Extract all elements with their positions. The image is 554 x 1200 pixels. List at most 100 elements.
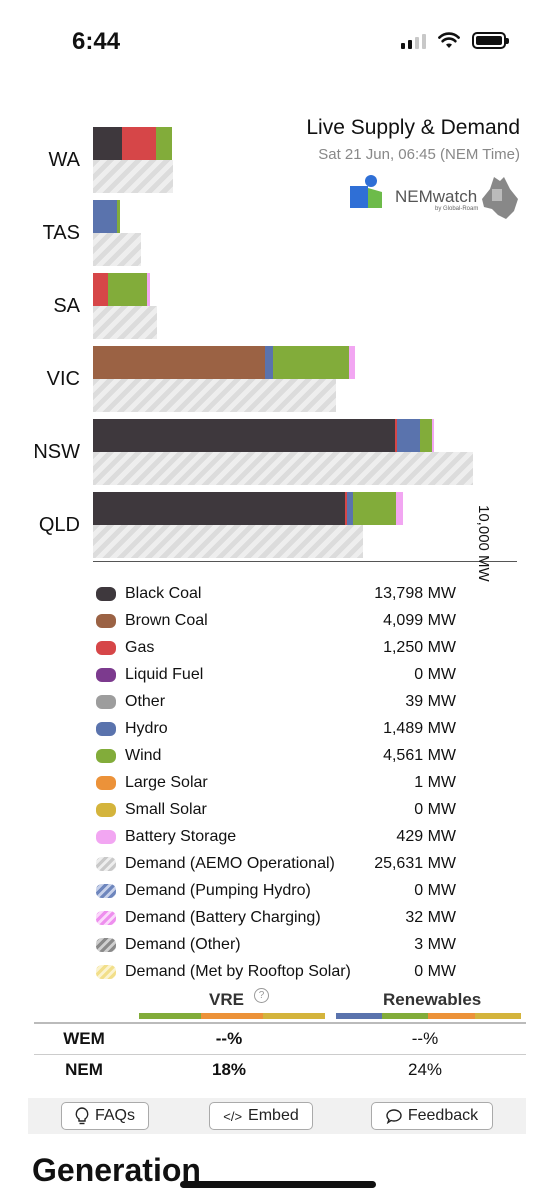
metrics-table: WEM --% --% NEM 18% 24% xyxy=(34,1022,526,1085)
legend-item[interactable]: Gas 1,250 MW xyxy=(96,634,466,661)
legend-item[interactable]: Demand (Battery Charging) 32 MW xyxy=(96,904,466,931)
legend-item[interactable]: Hydro 1,489 MW xyxy=(96,715,466,742)
status-icons xyxy=(401,32,509,49)
legend-value: 0 MW xyxy=(414,962,456,980)
legend-value: 0 MW xyxy=(414,881,456,899)
renewables-color-strip xyxy=(336,1013,521,1019)
chart-baseline xyxy=(93,561,517,562)
code-icon: </> xyxy=(223,1108,243,1124)
supply-bar-vic[interactable] xyxy=(93,346,355,379)
supply-bar-tas[interactable] xyxy=(93,200,120,233)
legend-swatch xyxy=(96,856,116,871)
legend-value: 4,561 MW xyxy=(383,746,456,764)
legend-item[interactable]: Demand (Pumping Hydro) 0 MW xyxy=(96,877,466,904)
legend-label: Brown Coal xyxy=(125,611,208,629)
region-name: WEM xyxy=(34,1022,134,1054)
battery-icon xyxy=(472,32,509,49)
feedback-button[interactable]: Feedback xyxy=(371,1102,493,1130)
legend-label: Hydro xyxy=(125,719,168,737)
supply-bar-sa[interactable] xyxy=(93,273,150,306)
legend-swatch xyxy=(96,910,116,925)
bar-segment-battery-storage xyxy=(396,492,403,525)
faqs-button[interactable]: FAQs xyxy=(61,1102,149,1130)
legend-item[interactable]: Liquid Fuel 0 MW xyxy=(96,661,466,688)
table-row: WEM --% --% xyxy=(34,1022,526,1054)
legend-label: Small Solar xyxy=(125,800,207,818)
section-heading: Generation xyxy=(32,1152,201,1188)
legend-item[interactable]: Brown Coal 4,099 MW xyxy=(96,607,466,634)
region-label-vic: VIC xyxy=(46,368,80,390)
bar-segment-gas xyxy=(122,127,156,160)
bar-segment-black-coal xyxy=(93,492,345,525)
legend-value: 32 MW xyxy=(405,908,456,926)
legend-swatch xyxy=(96,802,116,817)
australia-map-icon xyxy=(482,177,518,219)
vre-value: 18% xyxy=(134,1053,324,1085)
bar-segment-gas xyxy=(345,492,347,525)
supply-bar-qld[interactable] xyxy=(93,492,403,525)
legend-value: 3 MW xyxy=(414,935,456,953)
legend-item[interactable]: Demand (Met by Rooftop Solar) 0 MW xyxy=(96,958,466,985)
region-label-tas: TAS xyxy=(42,222,80,244)
bar-segment-battery-storage xyxy=(147,273,150,306)
legend-value: 0 MW xyxy=(414,800,456,818)
supply-bar-wa[interactable] xyxy=(93,127,172,160)
bar-segment-hydro xyxy=(397,419,420,452)
status-bar: 6:44 xyxy=(0,0,554,80)
bar-segment-battery-storage xyxy=(349,346,355,379)
legend-value: 25,631 MW xyxy=(374,854,456,872)
legend-swatch xyxy=(96,883,116,898)
nemwatch-logo-mark xyxy=(350,175,382,208)
help-icon[interactable]: ? xyxy=(254,988,269,1003)
bar-segment-black-coal xyxy=(93,419,395,452)
bar-segment-wind xyxy=(108,273,147,306)
supply-bar-nsw[interactable] xyxy=(93,419,434,452)
legend-swatch xyxy=(96,586,116,601)
demand-bar-tas[interactable] xyxy=(93,233,141,266)
legend-item[interactable]: Black Coal 13,798 MW xyxy=(96,580,466,607)
bar-segment-gas xyxy=(93,273,108,306)
legend-label: Demand (Battery Charging) xyxy=(125,908,321,926)
legend-label: Demand (Met by Rooftop Solar) xyxy=(125,962,351,980)
feedback-label: Feedback xyxy=(407,1107,479,1124)
legend-item[interactable]: Demand (Other) 3 MW xyxy=(96,931,466,958)
legend-item[interactable]: Battery Storage 429 MW xyxy=(96,823,466,850)
legend-label: Liquid Fuel xyxy=(125,665,204,683)
bar-segment-wind xyxy=(273,346,349,379)
clock: 6:44 xyxy=(72,28,121,55)
bar-segment-hydro xyxy=(347,492,353,525)
legend-value: 13,798 MW xyxy=(374,584,456,602)
legend-swatch xyxy=(96,667,116,682)
demand-bar-wa[interactable] xyxy=(93,160,173,193)
legend-item[interactable]: Other 39 MW xyxy=(96,688,466,715)
renewables-value: 24% xyxy=(324,1053,526,1085)
legend-value: 0 MW xyxy=(414,665,456,683)
home-indicator[interactable] xyxy=(180,1181,376,1188)
legend-label: Demand (Pumping Hydro) xyxy=(125,881,311,899)
faqs-label: FAQs xyxy=(94,1107,135,1124)
legend-item[interactable]: Demand (AEMO Operational) 25,631 MW xyxy=(96,850,466,877)
legend-swatch xyxy=(96,694,116,709)
legend-value: 4,099 MW xyxy=(383,611,456,629)
vre-value: --% xyxy=(134,1022,324,1054)
demand-bar-nsw[interactable] xyxy=(93,452,473,485)
demand-bar-qld[interactable] xyxy=(93,525,363,558)
legend-item[interactable]: Small Solar 0 MW xyxy=(96,796,466,823)
demand-bar-sa[interactable] xyxy=(93,306,157,339)
legend-swatch xyxy=(96,613,116,628)
lightbulb-icon xyxy=(75,1107,89,1125)
supply-demand-chart: WA TAS SA VIC NSW QLD 10,000 MW xyxy=(0,110,554,582)
nemwatch-logo[interactable]: NEMwatch by Global-Roam xyxy=(350,175,520,221)
bar-segment-wind xyxy=(156,127,172,160)
embed-button[interactable]: </> Embed xyxy=(209,1102,313,1130)
legend-value: 1,250 MW xyxy=(383,638,456,656)
legend-item[interactable]: Wind 4,561 MW xyxy=(96,742,466,769)
action-bar: FAQs </> Embed Feedback xyxy=(28,1098,526,1134)
chart-timestamp: Sat 21 Jun, 06:45 (NEM Time) xyxy=(318,146,520,163)
region-label-sa: SA xyxy=(53,295,80,317)
demand-bar-vic[interactable] xyxy=(93,379,336,412)
bar-segment-wind xyxy=(117,200,120,233)
legend-item[interactable]: Large Solar 1 MW xyxy=(96,769,466,796)
bar-segment-brown-coal xyxy=(93,346,265,379)
bar-segment-wind xyxy=(420,419,432,452)
